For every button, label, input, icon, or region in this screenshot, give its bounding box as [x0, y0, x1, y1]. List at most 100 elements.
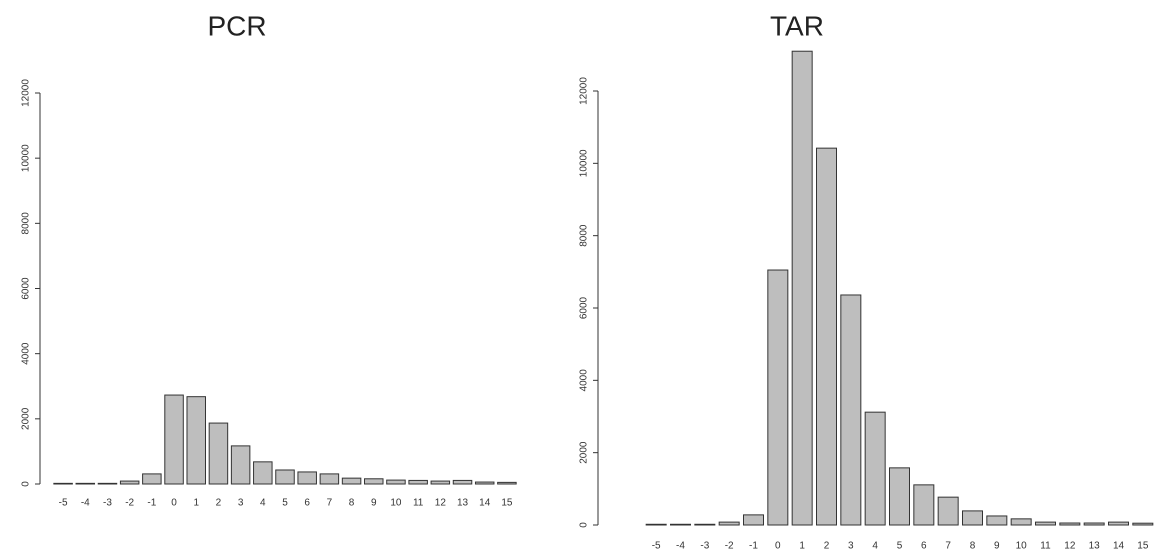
x-tick-label: 1: [193, 498, 199, 509]
bar: [816, 147, 837, 526]
x-tick-label: 14: [1113, 541, 1125, 552]
y-tick-label: 8000: [21, 212, 32, 235]
y-tick-label: 12000: [21, 79, 32, 107]
y-tick-label: 6000: [579, 296, 590, 319]
bar: [1108, 521, 1129, 526]
x-tick-label: 8: [349, 498, 355, 509]
bar: [1083, 522, 1105, 526]
bar: [743, 514, 764, 526]
bar: [962, 510, 983, 526]
bar: [186, 396, 206, 485]
bar: [840, 294, 862, 526]
bar: [1010, 518, 1032, 526]
bar: [767, 269, 789, 526]
bar: [1132, 522, 1154, 526]
x-tick-label: 2: [216, 498, 222, 509]
y-tick-label: 4000: [21, 342, 32, 365]
bar: [864, 411, 886, 526]
y-tick-label: 0: [579, 522, 590, 528]
y-tick-label: 4000: [579, 369, 590, 392]
x-tick-label: -2: [725, 541, 734, 552]
bar: [430, 480, 451, 485]
x-tick-label: 6: [304, 498, 310, 509]
bar: [230, 445, 251, 485]
x-tick-label: 12: [435, 498, 447, 509]
bar: [1035, 521, 1056, 526]
bar: [142, 473, 162, 485]
x-tick-label: 10: [390, 498, 402, 509]
y-tick-label: 8000: [579, 224, 590, 247]
bar: [694, 523, 716, 526]
x-tick-label: 12: [1064, 541, 1076, 552]
x-tick-label: 3: [848, 541, 854, 552]
x-tick-label: -3: [103, 498, 112, 509]
y-tick-label: 0: [21, 481, 32, 487]
x-tick-label: 15: [1137, 541, 1149, 552]
y-tick-label: 6000: [21, 277, 32, 300]
bar: [452, 479, 473, 485]
bar: [341, 477, 362, 485]
bar: [208, 422, 229, 485]
bar: [645, 523, 667, 526]
x-tick-label: 6: [921, 541, 927, 552]
x-tick-label: -1: [749, 541, 758, 552]
bar: [474, 481, 495, 485]
bar: [275, 469, 295, 485]
bar: [297, 471, 317, 485]
x-tick-label: -2: [125, 498, 134, 509]
bar: [364, 478, 384, 485]
x-tick-label: 8: [970, 541, 976, 552]
bar: [1059, 522, 1081, 526]
bar: [670, 523, 691, 526]
bar: [97, 482, 118, 485]
y-tick-label: 2000: [579, 441, 590, 464]
bar: [319, 473, 340, 485]
bar: [53, 482, 73, 485]
x-tick-label: 14: [479, 498, 491, 509]
bar: [253, 461, 273, 485]
x-tick-label: 7: [327, 498, 333, 509]
bar: [408, 479, 428, 485]
x-tick-label: 7: [945, 541, 951, 552]
x-tick-label: 15: [501, 498, 513, 509]
x-tick-label: 13: [1089, 541, 1101, 552]
x-tick-label: -5: [59, 498, 68, 509]
bar: [718, 521, 740, 526]
x-tick-label: 3: [238, 498, 244, 509]
x-tick-label: 11: [413, 498, 424, 509]
x-tick-label: 10: [1016, 541, 1028, 552]
y-tick-label: 2000: [21, 407, 32, 430]
y-tick-label: 10000: [579, 149, 590, 177]
x-tick-label: 13: [457, 498, 469, 509]
bar: [889, 467, 910, 526]
x-tick-label: 0: [775, 541, 781, 552]
bar: [497, 481, 517, 485]
y-tick-label: 12000: [579, 77, 590, 105]
x-tick-label: 9: [371, 498, 377, 509]
x-tick-label: 4: [260, 498, 266, 509]
x-tick-label: 9: [994, 541, 1000, 552]
chart-title: PCR: [207, 10, 266, 41]
bar: [119, 480, 140, 485]
x-tick-label: 2: [824, 541, 830, 552]
x-tick-label: -3: [700, 541, 709, 552]
y-tick-label: 10000: [21, 144, 32, 172]
x-tick-label: -1: [147, 498, 156, 509]
bar: [791, 50, 813, 526]
x-tick-label: 11: [1040, 541, 1051, 552]
x-tick-label: 0: [171, 498, 177, 509]
x-tick-label: 1: [799, 541, 805, 552]
bar: [386, 479, 406, 485]
x-tick-label: -4: [676, 541, 685, 552]
x-tick-label: -5: [652, 541, 661, 552]
bar: [75, 482, 96, 485]
x-tick-label: -4: [81, 498, 90, 509]
x-tick-label: 5: [897, 541, 903, 552]
bar: [913, 484, 935, 526]
bar: [937, 496, 959, 526]
chart-title: TAR: [770, 10, 824, 41]
bar: [986, 515, 1008, 526]
x-tick-label: 4: [872, 541, 878, 552]
x-tick-label: 5: [282, 498, 288, 509]
